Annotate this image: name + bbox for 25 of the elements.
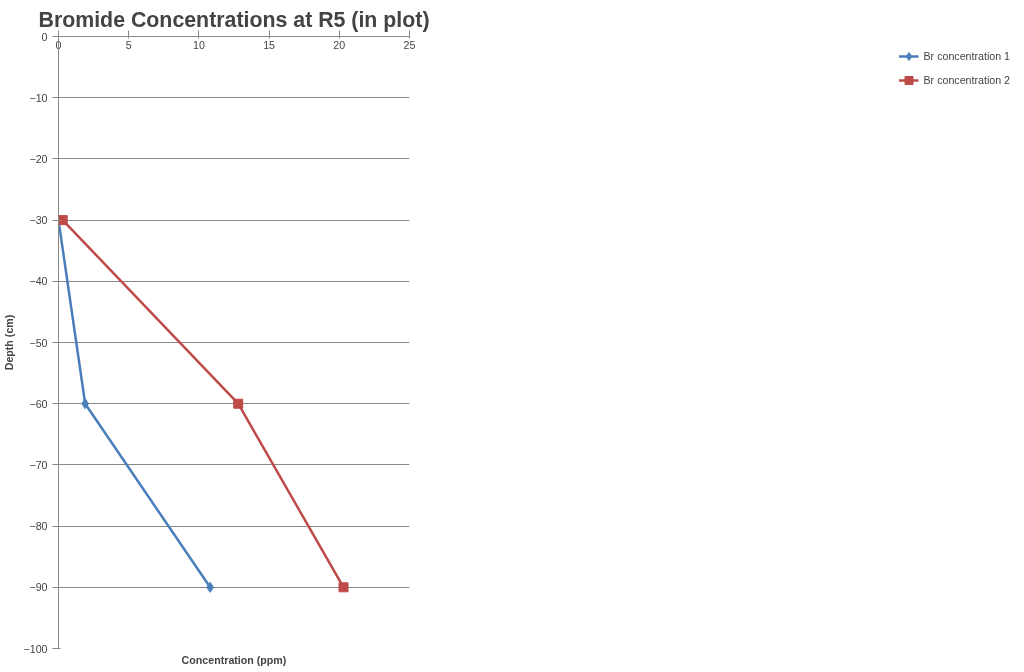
y-tick-label: −50 (29, 336, 48, 349)
point (338, 582, 349, 593)
y-tick-label: −40 (29, 275, 48, 288)
y-tick-label: 0 (41, 30, 48, 43)
chart-title: Bromide Concentrations at R5 (in plot) (38, 7, 430, 32)
point (233, 398, 244, 409)
y-tick-label: −100 (23, 642, 48, 655)
y-axis-title: Depth (cm) (3, 314, 16, 371)
legend-label: Br concentration 1 (923, 50, 1010, 62)
y-tick-label: −20 (29, 152, 48, 165)
point (81, 398, 90, 410)
y-tick-label: −90 (29, 581, 48, 594)
y-tick-label: −70 (29, 458, 48, 471)
x-axis-title: Concentration (ppm) (181, 653, 287, 666)
y-tick-label: −60 (29, 397, 48, 410)
x-tick-label: 15 (263, 38, 276, 51)
y-tick-label: −30 (29, 214, 48, 227)
x-tick-label: 20 (333, 38, 346, 51)
legend-label: Br concentration 2 (923, 74, 1010, 86)
y-tick-label: −10 (29, 91, 48, 104)
y-tick-label: −80 (29, 520, 48, 533)
x-tick-label: 5 (125, 38, 132, 51)
point (58, 215, 68, 226)
x-tick-label: 10 (192, 38, 205, 51)
x-tick-label: 25 (403, 38, 416, 51)
